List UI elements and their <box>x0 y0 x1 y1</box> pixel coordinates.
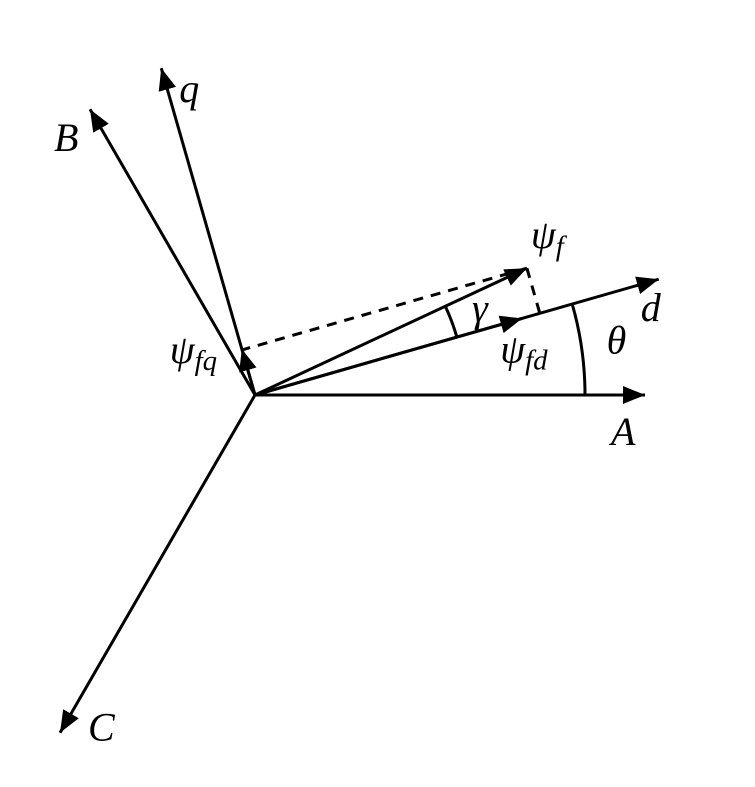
projection-psi_f-to-d <box>527 268 540 313</box>
vector-diagram: A B Cd q ψf ψfd ψfq θ γ <box>0 0 755 787</box>
axis-C <box>60 395 255 733</box>
angle-label-gamma: γ <box>472 285 489 330</box>
angle-arc-gamma <box>445 306 457 337</box>
vector-psi_fq <box>242 349 255 395</box>
angle-label-theta: θ <box>607 317 627 362</box>
axis-label-A: A <box>608 409 636 454</box>
vector-label-psi_fd: ψfd <box>500 326 548 376</box>
axis-label-d: d <box>641 285 662 330</box>
vector-label-psi_fq: ψfq <box>170 327 217 377</box>
vector-label-psi_f: ψf <box>531 212 568 262</box>
axis-label-C: C <box>88 705 116 750</box>
angle-arc-theta <box>572 304 585 395</box>
axis-label-B: B <box>54 115 78 160</box>
axis-label-q: q <box>179 66 199 111</box>
